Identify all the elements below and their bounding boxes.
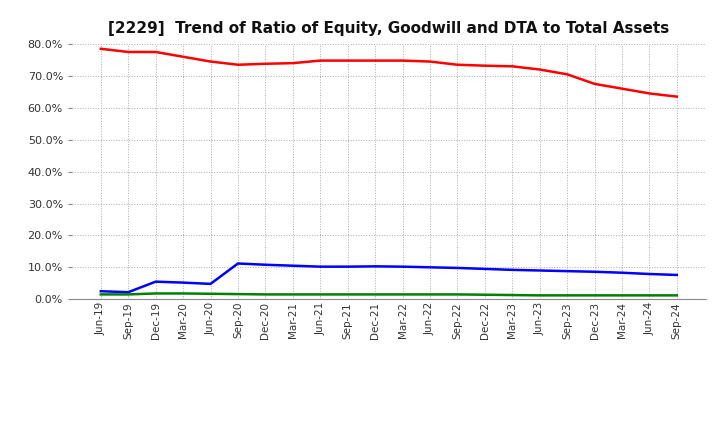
Equity (261, 61, 270, 66)
Equity (645, 91, 654, 96)
Goodwill (206, 281, 215, 286)
Equity (371, 58, 379, 63)
Goodwill (480, 266, 489, 271)
Equity (179, 54, 187, 59)
Deferred Tax Assets (618, 293, 626, 298)
Deferred Tax Assets (590, 293, 599, 298)
Goodwill (233, 261, 242, 266)
Deferred Tax Assets (645, 293, 654, 298)
Deferred Tax Assets (536, 293, 544, 298)
Goodwill (96, 289, 105, 294)
Goodwill (672, 272, 681, 278)
Goodwill (316, 264, 325, 269)
Equity (124, 49, 132, 55)
Goodwill (618, 270, 626, 275)
Equity (343, 58, 352, 63)
Deferred Tax Assets (179, 291, 187, 296)
Equity (453, 62, 462, 67)
Deferred Tax Assets (453, 292, 462, 297)
Goodwill (426, 265, 434, 270)
Deferred Tax Assets (316, 292, 325, 297)
Deferred Tax Assets (398, 292, 407, 297)
Equity (398, 58, 407, 63)
Deferred Tax Assets (261, 292, 270, 297)
Equity (536, 67, 544, 72)
Deferred Tax Assets (371, 292, 379, 297)
Deferred Tax Assets (289, 292, 297, 297)
Goodwill (563, 268, 572, 274)
Equity (426, 59, 434, 64)
Equity (151, 49, 160, 55)
Goodwill (645, 271, 654, 277)
Deferred Tax Assets (426, 292, 434, 297)
Equity (316, 58, 325, 63)
Line: Equity: Equity (101, 49, 677, 97)
Line: Deferred Tax Assets: Deferred Tax Assets (101, 293, 677, 295)
Equity (289, 60, 297, 66)
Goodwill (536, 268, 544, 273)
Deferred Tax Assets (233, 291, 242, 297)
Equity (96, 46, 105, 51)
Goodwill (151, 279, 160, 284)
Deferred Tax Assets (563, 293, 572, 298)
Equity (672, 94, 681, 99)
Deferred Tax Assets (124, 292, 132, 297)
Equity (590, 81, 599, 87)
Deferred Tax Assets (151, 291, 160, 296)
Deferred Tax Assets (96, 292, 105, 297)
Goodwill (261, 262, 270, 268)
Equity (508, 64, 516, 69)
Deferred Tax Assets (508, 293, 516, 298)
Line: Goodwill: Goodwill (101, 264, 677, 292)
Goodwill (179, 280, 187, 285)
Goodwill (453, 265, 462, 271)
Goodwill (124, 290, 132, 295)
Equity (618, 86, 626, 92)
Legend: Equity, Goodwill, Deferred Tax Assets: Equity, Goodwill, Deferred Tax Assets (183, 439, 595, 440)
Deferred Tax Assets (343, 292, 352, 297)
Goodwill (398, 264, 407, 269)
Equity (206, 59, 215, 64)
Goodwill (343, 264, 352, 269)
Goodwill (371, 264, 379, 269)
Goodwill (289, 263, 297, 268)
Goodwill (508, 267, 516, 272)
Goodwill (590, 269, 599, 275)
Equity (480, 63, 489, 68)
Deferred Tax Assets (480, 292, 489, 297)
Deferred Tax Assets (672, 293, 681, 298)
Title: [2229]  Trend of Ratio of Equity, Goodwill and DTA to Total Assets: [2229] Trend of Ratio of Equity, Goodwil… (108, 21, 670, 36)
Equity (563, 72, 572, 77)
Equity (233, 62, 242, 67)
Deferred Tax Assets (206, 291, 215, 297)
